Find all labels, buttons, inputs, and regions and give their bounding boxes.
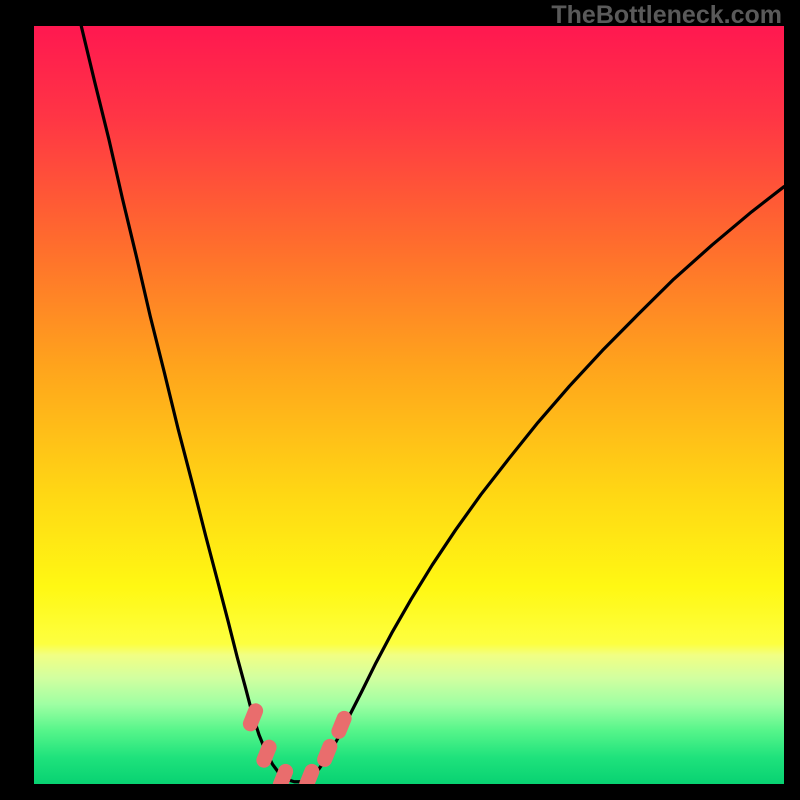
chart-svg: [34, 26, 784, 784]
gradient-background: [34, 26, 784, 784]
watermark-text: TheBottleneck.com: [551, 1, 782, 30]
chart-plot-area: [34, 26, 784, 784]
